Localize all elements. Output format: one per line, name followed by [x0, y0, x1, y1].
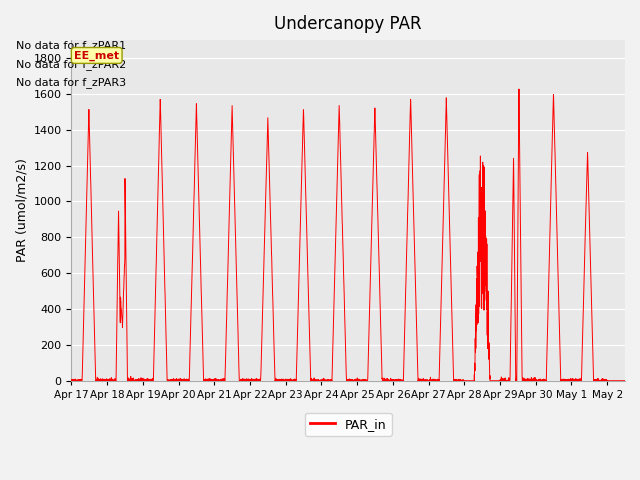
Y-axis label: PAR (umol/m2/s): PAR (umol/m2/s): [15, 158, 28, 263]
Text: No data for f_zPAR2: No data for f_zPAR2: [16, 59, 126, 70]
Text: EE_met: EE_met: [74, 50, 119, 60]
Legend: PAR_in: PAR_in: [305, 413, 392, 436]
Title: Undercanopy PAR: Undercanopy PAR: [275, 15, 422, 33]
Text: No data for f_zPAR1: No data for f_zPAR1: [16, 40, 126, 51]
Text: No data for f_zPAR3: No data for f_zPAR3: [16, 78, 126, 88]
